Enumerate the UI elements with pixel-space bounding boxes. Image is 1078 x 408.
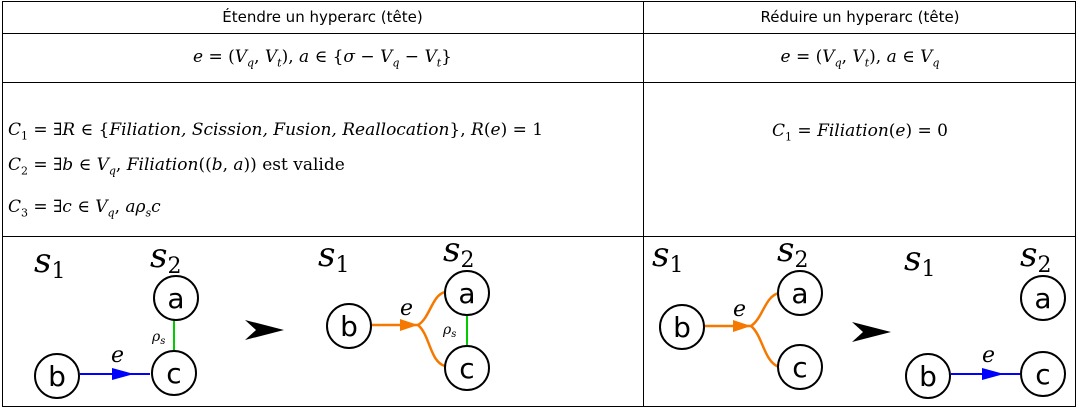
header-extend: Étendre un hyperarc (tête) xyxy=(2,1,643,33)
condition-c2-extend: C2 = ∃b ∈ Vq, Filiation((b, a)) est vali… xyxy=(8,155,345,178)
row-divider-header xyxy=(2,33,1076,34)
row-divider-definition xyxy=(2,82,1076,83)
definition-extend: e = (Vq, Vt), a ∈ {σ − Vq − Vt} xyxy=(193,46,452,70)
condition-c1-reduce: C1 = Filiation(e) = 0 xyxy=(772,120,948,144)
column-divider xyxy=(643,1,644,407)
header-reduce: Réduire un hyperarc (tête) xyxy=(644,1,1076,33)
row-divider-conditions xyxy=(2,236,1076,237)
header-extend-label: Étendre un hyperarc (tête) xyxy=(222,8,423,26)
definition-reduce: e = (Vq, Vt), a ∈ Vq xyxy=(780,46,940,70)
condition-c3-extend: C3 = ∃c ∈ Vq, aρsc xyxy=(8,197,161,220)
condition-c1-extend: C1 = ∃R ∈ {Filiation, Scission, Fusion, … xyxy=(8,120,544,143)
header-reduce-label: Réduire un hyperarc (tête) xyxy=(760,8,960,26)
